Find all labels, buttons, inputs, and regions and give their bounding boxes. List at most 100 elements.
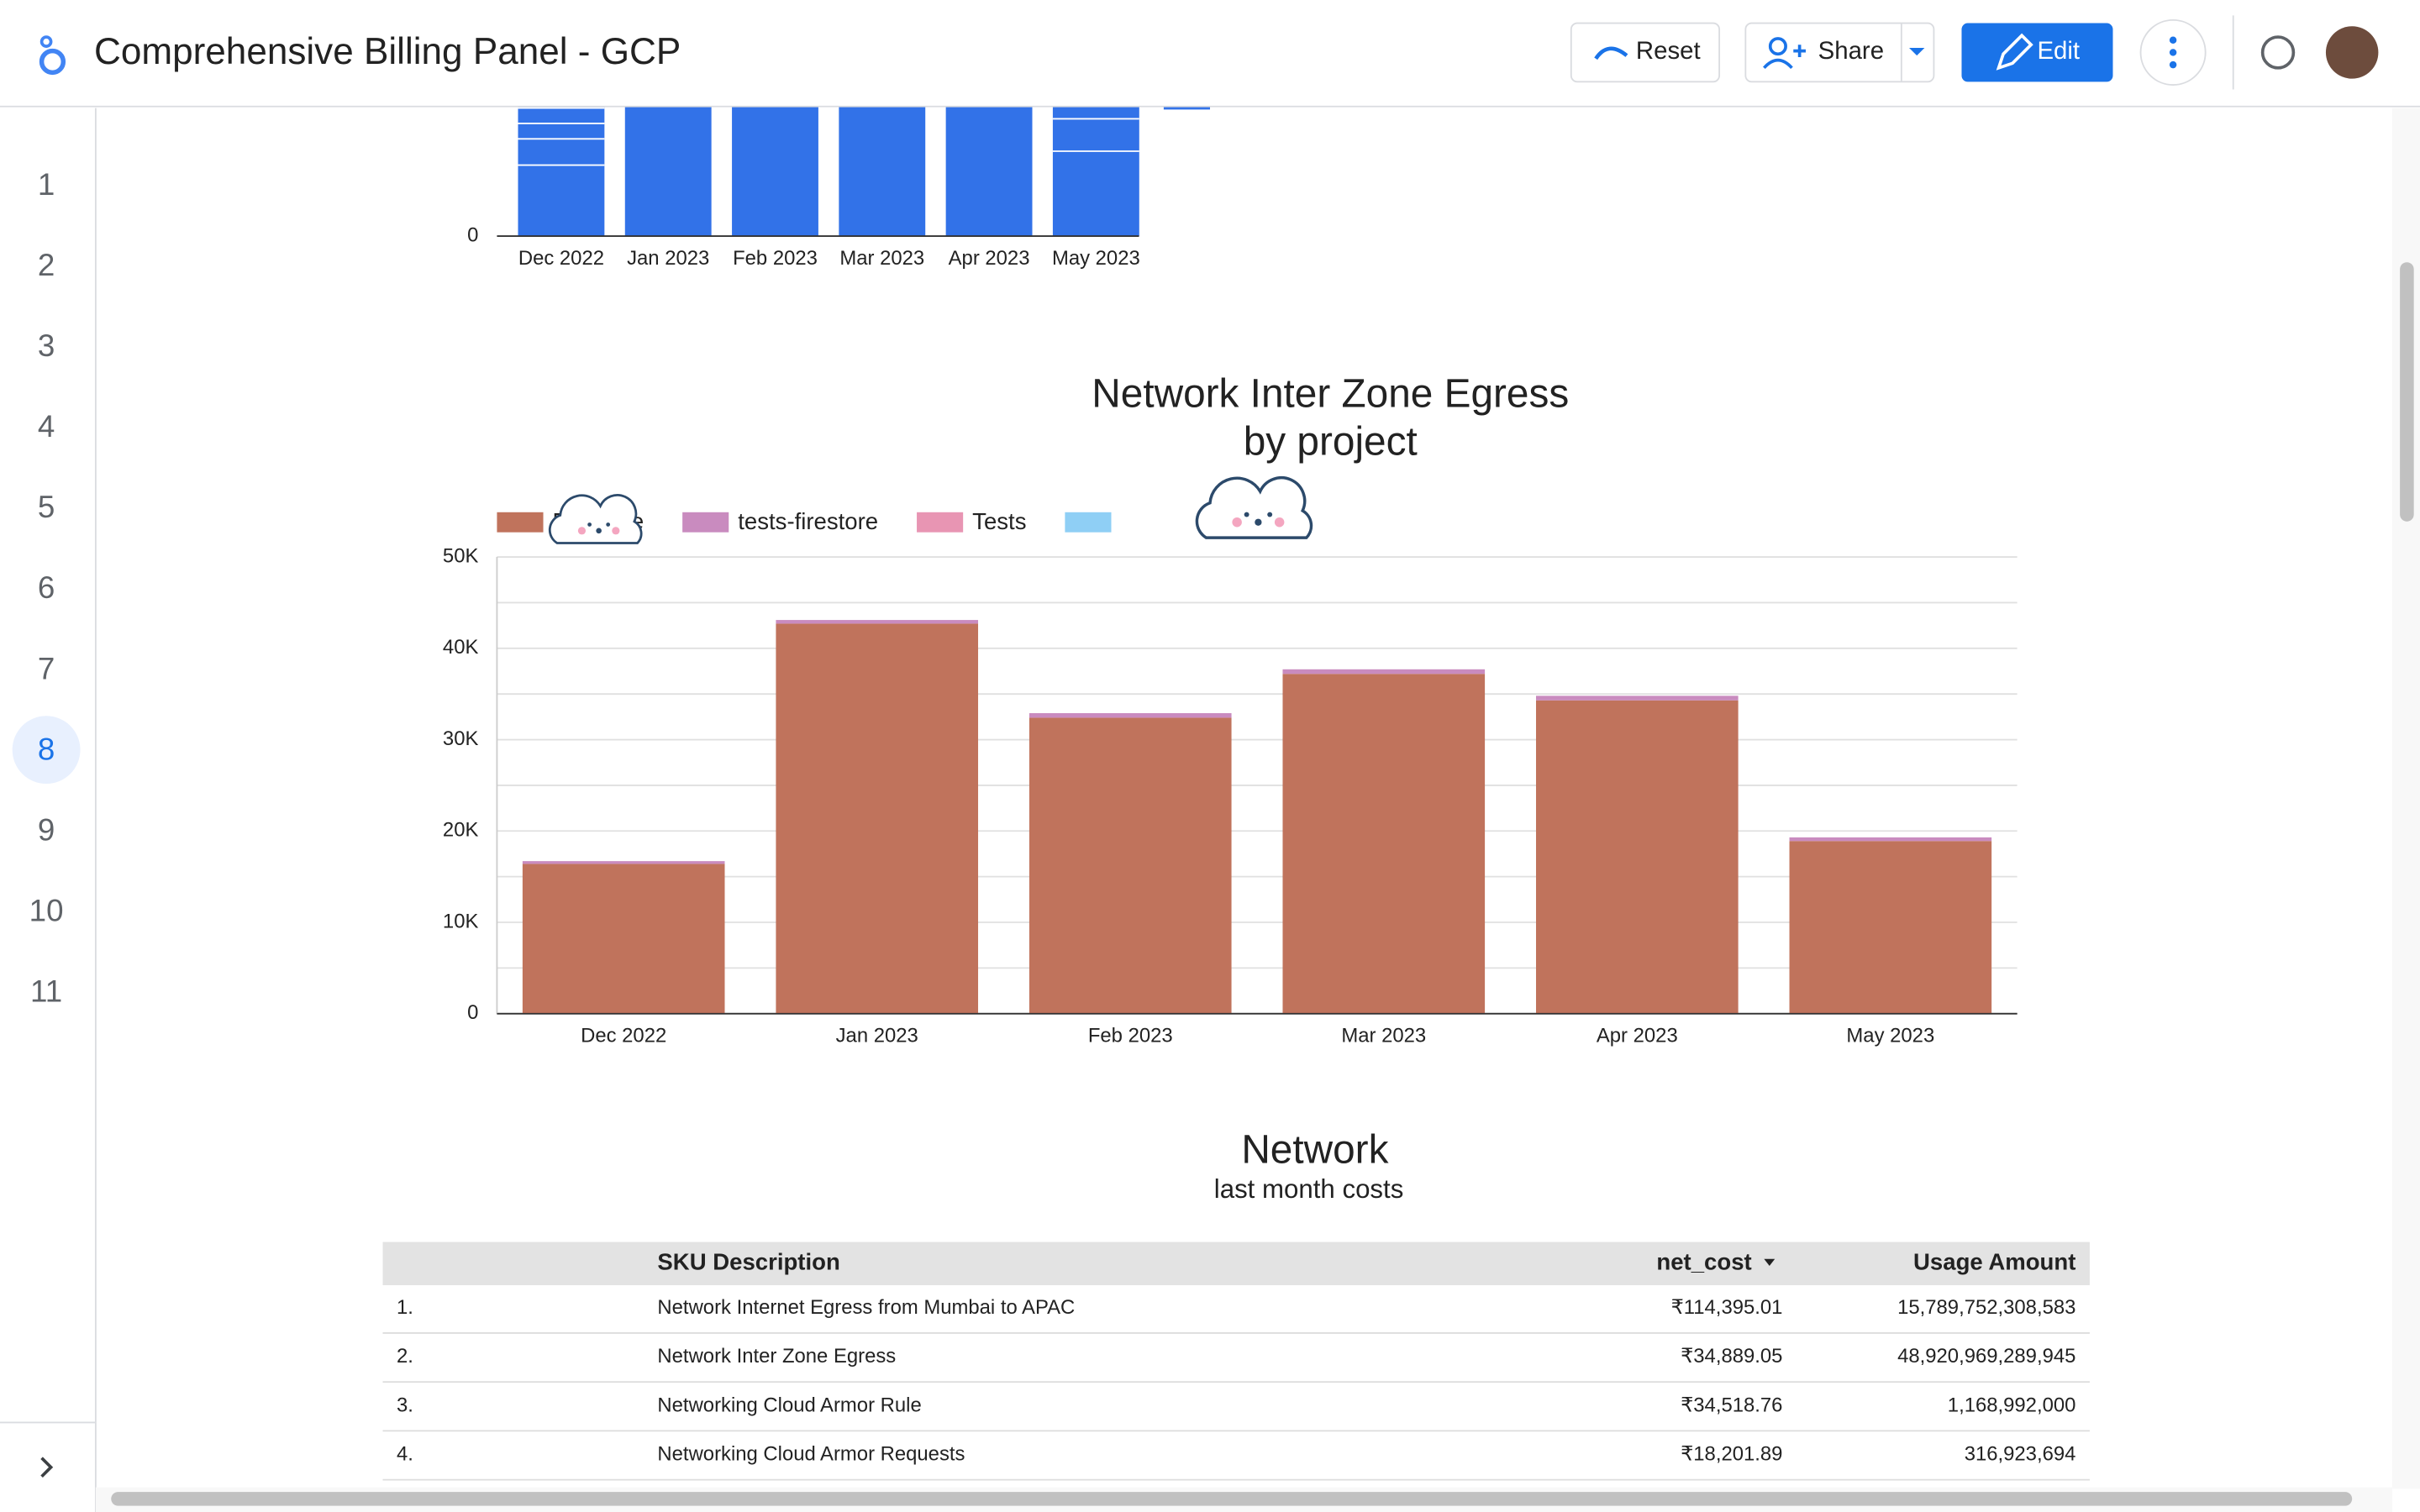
table-cell: 48,920,969,289,945 <box>1897 1345 2075 1368</box>
reset-button[interactable] <box>1570 22 1721 83</box>
cloud-cheek <box>1232 517 1242 528</box>
x-tick-label: May 2023 <box>1052 247 1140 270</box>
logo <box>39 35 66 76</box>
reset-label[interactable]: Reset <box>1636 37 1701 65</box>
x-tick-label: Feb 2023 <box>1088 1025 1173 1047</box>
bar-segment <box>522 864 725 1014</box>
bar-segment <box>1536 696 1739 701</box>
table-cell: 2. <box>397 1345 413 1368</box>
cloud-eye <box>1267 512 1273 517</box>
more-icon <box>2169 36 2177 69</box>
page-number[interactable]: 4 <box>38 409 55 444</box>
edit-label[interactable]: Edit <box>2037 37 2080 65</box>
share-icon <box>1763 37 1806 70</box>
page-number[interactable]: 9 <box>38 812 55 847</box>
table-cell: Networking Cloud Armor Rule <box>657 1394 921 1416</box>
column-header[interactable]: SKU Description <box>657 1249 839 1275</box>
table-cell: 15,789,752,308,583 <box>1897 1296 2075 1319</box>
page-number[interactable]: 2 <box>38 248 55 282</box>
page-number[interactable]: 11 <box>30 974 62 1009</box>
x-tick-label: Jan 2023 <box>836 1025 918 1047</box>
x-tick-label: Mar 2023 <box>839 247 924 270</box>
bar-segment <box>776 623 979 1014</box>
share-dropdown[interactable] <box>1909 47 1925 56</box>
legend-swatch[interactable] <box>1065 512 1112 533</box>
table-cell: Network Internet Egress from Mumbai to A… <box>657 1296 1075 1319</box>
page-number[interactable]: 5 <box>38 490 55 524</box>
legend-swatch[interactable] <box>497 512 544 533</box>
reset-icon <box>1594 46 1628 60</box>
cloud-sticker <box>1195 476 1313 539</box>
bar-segment <box>1028 717 1232 1014</box>
y-tick-label: 20K <box>443 819 479 842</box>
table-cell: Network Inter Zone Egress <box>657 1345 896 1368</box>
cloud-mouth <box>596 528 602 534</box>
table-cell: ₹34,518.76 <box>1681 1394 1782 1416</box>
table-header-row <box>382 1242 2090 1285</box>
cloud-eye <box>587 522 592 527</box>
column-header[interactable]: Usage Amount <box>1913 1249 2075 1275</box>
sort-arrow <box>1764 1258 1776 1267</box>
bar-segment <box>522 861 725 864</box>
table-cell: 1,168,992,000 <box>1948 1394 2076 1416</box>
table-cell: ₹114,395.01 <box>1671 1296 1783 1319</box>
x-tick-label: Apr 2023 <box>949 247 1030 270</box>
page-number[interactable]: 6 <box>38 570 55 605</box>
column-header[interactable]: net_cost <box>1656 1249 1751 1275</box>
horizontal-scroll-thumb[interactable] <box>111 1492 2353 1506</box>
share-label[interactable]: Share <box>1818 37 1884 65</box>
help-button[interactable] <box>2260 35 2296 70</box>
bar-segment <box>1282 674 1486 1014</box>
x-tick-label: Apr 2023 <box>1597 1025 1678 1047</box>
table-cell: 4. <box>397 1443 413 1466</box>
table-cell: ₹18,201.89 <box>1681 1443 1782 1466</box>
x-tick-label: Jan 2023 <box>627 247 709 270</box>
table-cell: ₹34,889.05 <box>1681 1345 1782 1368</box>
bar-segment <box>1028 712 1232 718</box>
x-tick-label: Dec 2022 <box>581 1025 666 1047</box>
expand-sidebar[interactable] <box>40 1457 54 1478</box>
cloud-cheek <box>1274 517 1285 528</box>
cloud-eye <box>606 522 611 527</box>
table-title: Network <box>1241 1128 1388 1173</box>
table-cell: 3. <box>397 1394 413 1416</box>
vertical-scroll-thumb[interactable] <box>2400 262 2414 522</box>
y-tick-label: 30K <box>443 727 479 750</box>
legend-label[interactable]: tests-firestore <box>738 508 878 534</box>
table-subtitle: last month costs <box>1214 1174 1404 1204</box>
sidebar <box>0 108 96 1512</box>
y-tick-label: 10K <box>443 910 479 932</box>
page-number[interactable]: 3 <box>38 328 55 363</box>
cloud-mouth <box>1255 518 1262 526</box>
cloud-cheek <box>612 527 620 535</box>
table-cell: 316,923,694 <box>1965 1443 2076 1466</box>
legend-swatch[interactable] <box>682 512 729 533</box>
report-title: Comprehensive Billing Panel - GCP <box>94 31 681 72</box>
cloud-cheek <box>577 527 587 535</box>
y-tick-label: 0 <box>467 1001 478 1024</box>
edit-icon <box>1996 33 2033 71</box>
table-cell: 1. <box>397 1296 413 1319</box>
x-tick-label: Feb 2023 <box>733 247 818 270</box>
bar-segment <box>776 620 979 624</box>
legend-swatch[interactable] <box>917 512 964 533</box>
legend-label[interactable]: Tests <box>972 508 1026 534</box>
x-tick-label: Dec 2022 <box>518 247 604 270</box>
page-number[interactable]: 8 <box>38 732 55 766</box>
cloud-sticker <box>548 494 643 544</box>
page-number[interactable]: 10 <box>29 893 64 927</box>
x-tick-label: Mar 2023 <box>1341 1025 1426 1047</box>
chart-subtitle: by project <box>1244 420 1418 465</box>
bar-segment <box>1789 841 1992 1014</box>
y-tick-label: 50K <box>443 544 479 567</box>
bar-segment <box>1282 669 1486 675</box>
bar-segment <box>1536 700 1739 1014</box>
page-number[interactable]: 7 <box>38 651 55 685</box>
page-list: 1 2 3 4 5 6 7 8 9 10 11 <box>29 167 64 1009</box>
avatar[interactable] <box>2325 26 2379 79</box>
bar-segment <box>1789 837 1992 842</box>
page-number[interactable]: 1 <box>38 167 55 202</box>
